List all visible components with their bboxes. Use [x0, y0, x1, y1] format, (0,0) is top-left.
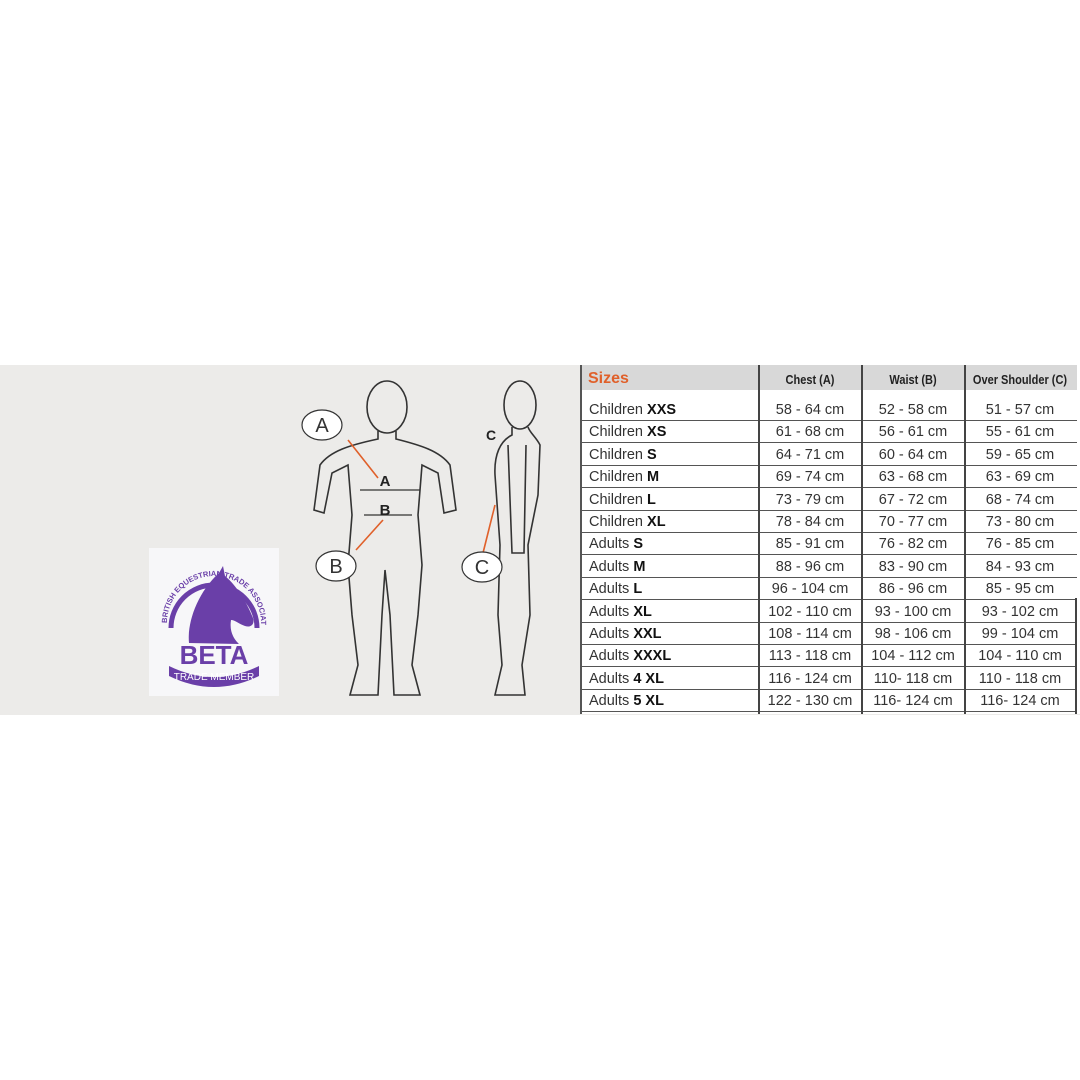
- waist-value: 56 - 61 cm: [878, 424, 948, 441]
- waist-value: 76 - 82 cm: [878, 536, 948, 553]
- svg-text:B: B: [329, 556, 342, 578]
- column-divider: [964, 365, 966, 714]
- chest-value: 122 - 130 cm: [767, 693, 853, 710]
- table-row: Adults XXXL 113 - 118 cm 104 - 112 cm 104 -…: [582, 644, 1077, 668]
- shoulder-value: 85 - 95 cm: [985, 581, 1055, 598]
- table-row: Adults S 85 - 91 cm 76 - 82 cm 76 - 85 cm: [582, 532, 1077, 556]
- chest-value: 73 - 79 cm: [775, 491, 845, 508]
- logo-badge: TRADE MEMBER: [174, 672, 255, 683]
- table-row: Adults 5 XL 122 - 130 cm 116- 124 cm 116- 1…: [582, 689, 1077, 713]
- size-label: Children L: [589, 491, 656, 508]
- size-label: Children XXS: [589, 402, 677, 418]
- shoulder-value: 73 - 80 cm: [985, 514, 1055, 530]
- label-a-bubble: A: [301, 409, 343, 441]
- measurement-lines: [347, 439, 496, 554]
- svg-text:A: A: [315, 415, 329, 437]
- shoulder-marker-c: C: [486, 427, 496, 443]
- waist-value: 116- 124 cm: [873, 693, 953, 710]
- shoulder-value: 116- 124 cm: [980, 693, 1060, 710]
- horse-head-icon: [188, 566, 254, 644]
- label-c-bubble: C: [461, 551, 503, 583]
- size-label: Adults M: [589, 558, 646, 575]
- chest-value: 78 - 84 cm: [775, 514, 845, 530]
- table-row: Children XXS 58 - 64 cm 52 - 58 cm 51 - 57 …: [582, 398, 1077, 421]
- shoulder-value: 84 - 93 cm: [985, 558, 1055, 575]
- chest-value: 116 - 124 cm: [768, 670, 852, 687]
- chest-value: 108 - 114 cm: [768, 626, 852, 642]
- size-label: Children S: [589, 446, 657, 463]
- shoulder-value: 59 - 65 cm: [985, 446, 1055, 463]
- size-label: Adults XXL: [589, 626, 662, 642]
- table-row: Adults L 96 - 104 cm 86 - 96 cm 85 - 95 cm: [582, 577, 1077, 601]
- beta-logo-graphic: BRITISH EQUESTRIAN TRADE ASSOCIATION BET…: [146, 541, 268, 687]
- waist-marker-b: B: [380, 502, 391, 519]
- shoulder-value: 104 - 110 cm: [978, 648, 1062, 665]
- size-label: Adults L: [589, 581, 643, 598]
- shoulder-value: 68 - 74 cm: [985, 491, 1055, 508]
- svg-text:C: C: [475, 557, 489, 579]
- header-sizes: Sizes: [588, 370, 629, 387]
- chest-value: 113 - 118 cm: [768, 648, 852, 665]
- waist-value: 63 - 68 cm: [878, 469, 948, 486]
- waist-value: 104 - 112 cm: [871, 648, 955, 665]
- table-row: Adults M 88 - 96 cm 83 - 90 cm 84 - 93 cm: [582, 555, 1077, 578]
- chest-value: 64 - 71 cm: [775, 446, 845, 463]
- size-label: Children M: [589, 469, 660, 486]
- table-row: Adults XL 102 - 110 cm 93 - 100 cm 93 - 102…: [582, 600, 1077, 623]
- size-label: Adults S: [589, 536, 644, 553]
- table-header: Sizes Chest (A) Waist (B) Over Shoulder …: [582, 365, 1077, 390]
- chest-value: 69 - 74 cm: [775, 469, 845, 486]
- size-label: Adults XL: [589, 603, 652, 620]
- table-row: Adults XXL 108 - 114 cm 98 - 106 cm 99 - 10…: [582, 622, 1077, 645]
- column-divider: [861, 365, 863, 714]
- chest-value: 96 - 104 cm: [771, 581, 849, 598]
- waist-value: 70 - 77 cm: [878, 514, 948, 530]
- label-b-bubble: B: [315, 550, 357, 582]
- front-figure: [313, 380, 457, 696]
- chest-value: 102 - 110 cm: [768, 603, 852, 620]
- table-row: Children XS 61 - 68 cm 56 - 61 cm 55 - 61 c…: [582, 420, 1077, 444]
- table-row: Children S 64 - 71 cm 60 - 64 cm 59 - 65 cm: [582, 443, 1077, 466]
- chest-value: 58 - 64 cm: [775, 402, 845, 418]
- shoulder-value: 55 - 61 cm: [985, 424, 1055, 441]
- table-row: Children L 73 - 79 cm 67 - 72 cm 68 - 74 cm: [582, 488, 1077, 511]
- measurement-diagram: A B C A B C: [290, 365, 580, 715]
- waist-value: 110- 118 cm: [873, 670, 953, 687]
- beta-logo: BRITISH EQUESTRIAN TRADE ASSOCIATION BET…: [146, 541, 279, 696]
- size-label: Adults XXXL: [589, 648, 672, 665]
- size-label: Children XL: [589, 514, 666, 530]
- column-divider: [1075, 598, 1077, 714]
- waist-value: 86 - 96 cm: [878, 581, 948, 598]
- shoulder-value: 99 - 104 cm: [981, 626, 1059, 642]
- chest-value: 85 - 91 cm: [775, 536, 845, 553]
- chest-value: 88 - 96 cm: [775, 558, 845, 575]
- waist-value: 83 - 90 cm: [878, 558, 948, 575]
- header-shoulder: Over Shoulder (C): [972, 373, 1068, 387]
- column-divider: [758, 365, 760, 714]
- table-row: Children XL 78 - 84 cm 70 - 77 cm 73 - 80 c…: [582, 510, 1077, 533]
- table-row: Adults 4 XL 116 - 124 cm 110- 118 cm 110 - …: [582, 667, 1077, 690]
- logo-name: BETA: [180, 640, 249, 670]
- waist-value: 60 - 64 cm: [878, 446, 948, 463]
- waist-value: 52 - 58 cm: [878, 402, 948, 418]
- chest-value: 61 - 68 cm: [775, 424, 845, 441]
- waist-value: 67 - 72 cm: [878, 491, 948, 508]
- size-label: Children XS: [589, 424, 667, 441]
- chest-marker-a: A: [380, 473, 391, 490]
- waist-value: 93 - 100 cm: [874, 603, 952, 620]
- side-figure: [493, 380, 541, 696]
- size-label: Adults 4 XL: [589, 670, 664, 687]
- shoulder-value: 93 - 102 cm: [981, 603, 1059, 620]
- shoulder-value: 110 - 118 cm: [978, 670, 1062, 687]
- header-waist: Waist (B): [889, 373, 937, 387]
- header-chest: Chest (A): [785, 373, 835, 387]
- shoulder-value: 63 - 69 cm: [985, 469, 1055, 486]
- shoulder-value: 51 - 57 cm: [985, 402, 1055, 418]
- shoulder-value: 76 - 85 cm: [985, 536, 1055, 553]
- size-label: Adults 5 XL: [589, 693, 664, 710]
- size-table: Sizes Chest (A) Waist (B) Over Shoulder …: [580, 365, 1080, 714]
- waist-value: 98 - 106 cm: [874, 626, 952, 642]
- table-row: Children M 69 - 74 cm 63 - 68 cm 63 - 69 cm: [582, 465, 1077, 489]
